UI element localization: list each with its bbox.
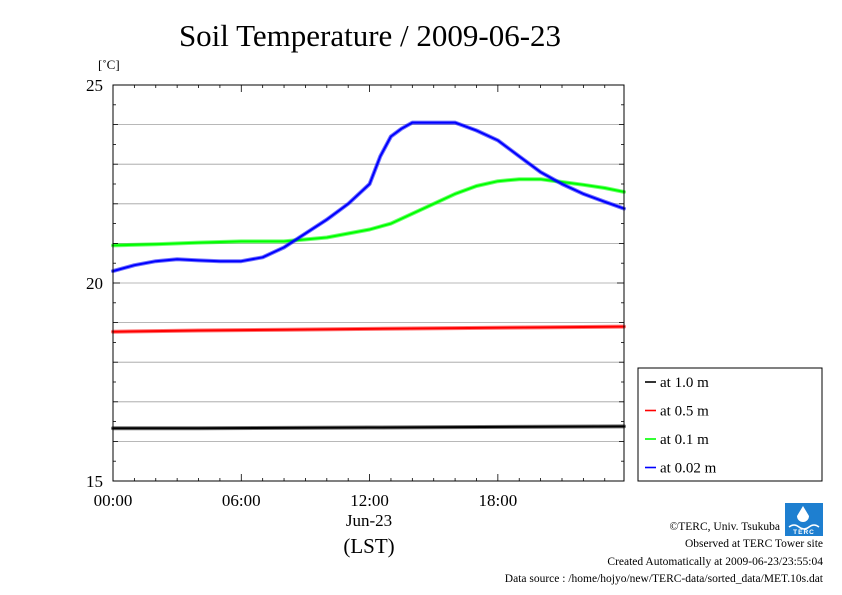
legend-label: at 1.0 m	[660, 375, 709, 391]
series-halo	[111, 120, 626, 274]
legend-label: at 0.5 m	[660, 404, 709, 420]
series-line-3	[112, 178, 625, 247]
series-layer	[111, 120, 626, 431]
series-halo	[111, 177, 626, 248]
series-line-4	[112, 121, 625, 273]
logo-text: TERC	[793, 529, 815, 536]
terc-logo: TERC	[785, 503, 823, 536]
y-tick-label: 20	[86, 274, 103, 293]
x-tick-label: 06:00	[222, 491, 261, 510]
legend-label: at 0.02 m	[660, 461, 717, 477]
series-line-1	[112, 425, 625, 430]
series-line-2	[112, 325, 625, 333]
chart-title: Soil Temperature / 2009-06-23	[179, 18, 561, 53]
x-tick-label: 18:00	[478, 491, 517, 510]
observed-text: Observed at TERC Tower site	[684, 538, 823, 550]
legend-label: at 0.1 m	[660, 432, 709, 448]
ticks: 15 20 25 00:00 06:00 12:00 18:00	[86, 76, 624, 510]
x-date-label: Jun-23	[346, 511, 392, 530]
grid	[113, 124, 624, 442]
copyright-text: ©TERC, Univ. Tsukuba	[669, 521, 780, 533]
legend: at 1.0 m at 0.5 m at 0.1 m at 0.02 m	[645, 375, 717, 477]
x-tick-label: 00:00	[94, 491, 133, 510]
source-text: Data source : /home/hojyo/new/TERC-data/…	[504, 573, 823, 585]
y-tick-label: 15	[86, 472, 103, 491]
x-tick-label: 12:00	[350, 491, 389, 510]
y-axis-unit: [˚C]	[98, 57, 120, 72]
created-text: Created Automatically at 2009-06-23/23:5…	[607, 556, 823, 568]
x-axis-label: (LST)	[343, 534, 394, 558]
legend-box	[637, 367, 823, 482]
y-tick-label: 25	[86, 76, 103, 95]
